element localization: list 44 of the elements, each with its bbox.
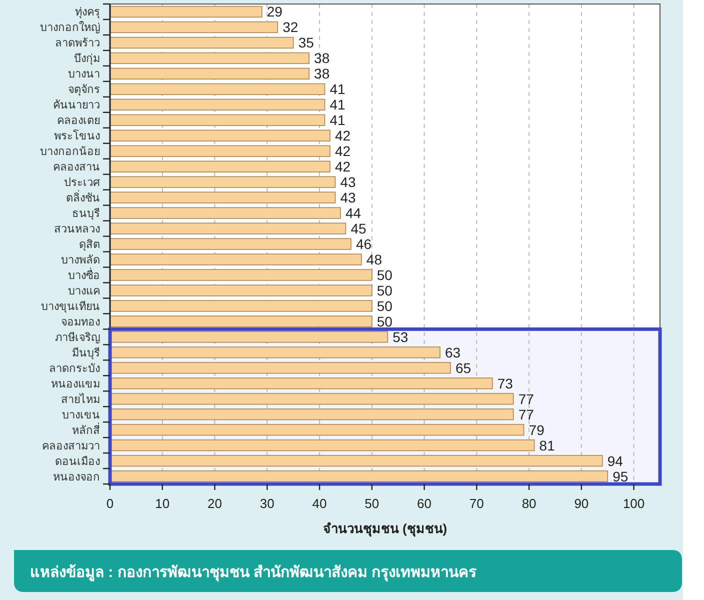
x-tick-label: 40: [312, 496, 327, 511]
y-tick-label: มีนบุรี: [72, 346, 100, 360]
y-tick-label: ดุสิต: [79, 239, 100, 251]
y-tick-label: จอมทอง: [61, 316, 100, 328]
y-tick-label: บางพลัด: [61, 254, 100, 266]
y-tick-label: ธนบุรี: [72, 207, 100, 220]
y-tick-label: ทุ่งครุ: [75, 6, 100, 19]
y-tick-label: คลองเตย: [57, 115, 100, 128]
x-tick-label: 90: [574, 496, 589, 511]
y-tick-label: คันนายาว: [53, 100, 100, 112]
x-axis-title: จำนวนชุมชน (ชุมชน): [322, 521, 448, 537]
x-tick-label: 30: [260, 496, 274, 511]
text: แหล่งข้อมูล : กองการพัฒนาชุมชน สำนักพัฒนาสังคม กรุงเทพมหานคร: [30, 564, 478, 582]
y-tick-label: บางกอกใหญ่: [40, 21, 100, 34]
y-tick-label: หนองจอก: [53, 471, 100, 484]
y-tick-label: ตลิ่งชัน: [66, 190, 100, 205]
y-tick-label: คลองสามวา: [42, 440, 100, 452]
x-tick-label: 80: [522, 496, 536, 511]
y-tick-label: ประเวศ: [64, 177, 100, 190]
y-tick-label: บางขุนเทียน: [41, 300, 100, 313]
y-tick-label: ภาษีเจริญ: [55, 330, 100, 344]
y-tick-label: ลาดพร้าว: [55, 38, 100, 50]
x-tick-label: 20: [208, 496, 222, 511]
y-tick-label: บางนา: [68, 68, 100, 81]
y-tick-label: พระโขนง: [54, 128, 100, 143]
x-tick-label: 60: [417, 496, 432, 511]
x-tick-label: 50: [364, 496, 380, 511]
y-tick-label: บางซื่อ: [68, 266, 100, 282]
x-tick-label: 70: [469, 496, 484, 511]
x-tick-label: 10: [155, 496, 170, 511]
y-tick-label: คลองสาน: [53, 162, 100, 174]
y-tick-label: ลาดกระบัง: [49, 362, 100, 375]
y-tick-label: สายไหม: [61, 392, 100, 406]
y-tick-label: หลักสี่: [72, 422, 100, 437]
x-tick-label: 0: [106, 496, 114, 511]
y-tick-label: บึงกุ่ม: [74, 53, 100, 66]
y-tick-label: บางแค: [68, 285, 100, 298]
y-tick-label: บางกอกน้อย: [40, 146, 100, 158]
y-tick-label: หนองแขม: [51, 378, 100, 390]
y-tick-label: จตุจักร: [68, 84, 100, 96]
x-tick-label: 100: [622, 496, 645, 511]
y-tick-label: สวนหลวง: [54, 224, 100, 236]
y-tick-label: บางเขน: [62, 409, 100, 422]
y-tick-label: ดอนเมือง: [55, 454, 100, 468]
